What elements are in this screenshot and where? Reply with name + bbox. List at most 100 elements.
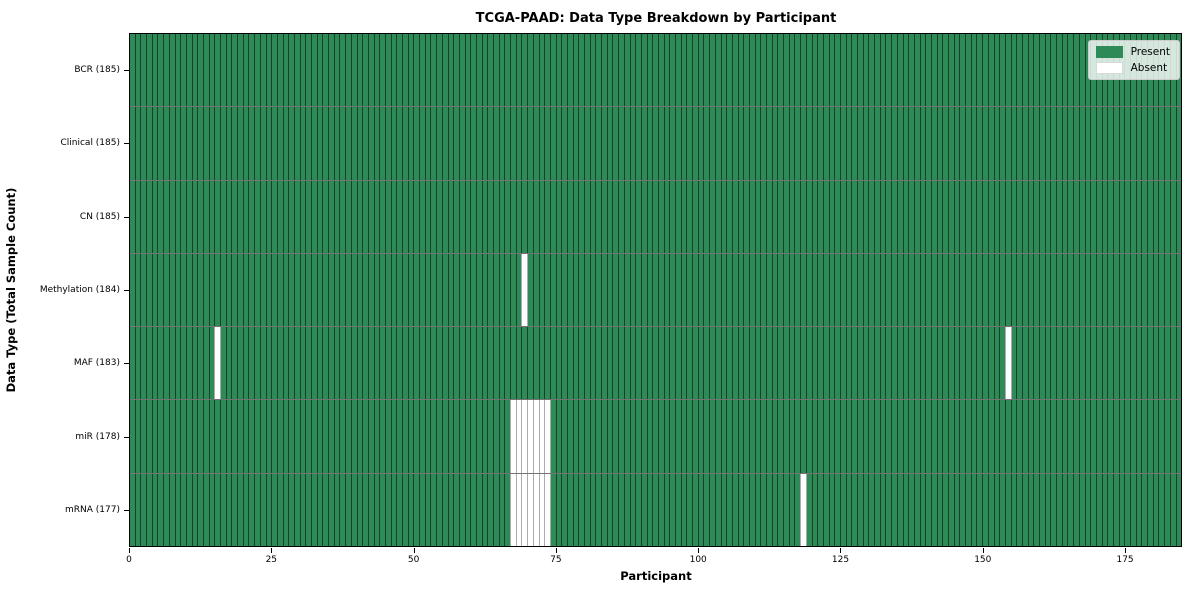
heatmap-cell xyxy=(1118,327,1125,400)
heatmap-cell xyxy=(794,473,801,546)
heatmap-cell xyxy=(788,473,795,546)
heatmap-cell xyxy=(1095,253,1102,327)
y-tick-mark xyxy=(124,290,129,291)
heatmap-cell xyxy=(1095,180,1102,253)
heatmap-cell xyxy=(163,107,169,180)
heatmap-cell xyxy=(1061,473,1068,546)
heatmap-cell xyxy=(350,253,357,327)
heatmap-cell xyxy=(487,473,493,546)
heatmap-cell xyxy=(510,107,516,180)
heatmap-cell xyxy=(1010,107,1017,180)
heatmap-cell xyxy=(345,400,351,473)
heatmap-cell xyxy=(521,400,528,473)
heatmap-cell xyxy=(276,34,283,107)
heatmap-cell xyxy=(1124,473,1130,546)
heatmap-cell xyxy=(930,180,937,253)
heatmap-cell xyxy=(902,180,909,253)
heatmap-cell xyxy=(339,107,346,180)
heatmap-cell xyxy=(635,327,641,400)
heatmap-cell xyxy=(657,34,664,107)
heatmap-cell xyxy=(225,400,232,473)
heatmap-cell xyxy=(555,34,562,107)
heatmap-cell xyxy=(521,473,528,546)
heatmap-cell xyxy=(930,107,937,180)
y-axis-tick-marks xyxy=(124,33,129,547)
heatmap-cell xyxy=(532,34,539,107)
heatmap-cell xyxy=(402,34,408,107)
heatmap-cell xyxy=(851,327,857,400)
heatmap-cell xyxy=(948,473,954,546)
heatmap-cell xyxy=(976,34,983,107)
heatmap-cell xyxy=(345,253,351,327)
heatmap-cell xyxy=(794,107,801,180)
heatmap-cell xyxy=(1010,253,1017,327)
heatmap-cell xyxy=(1135,107,1142,180)
heatmap-cell xyxy=(1147,473,1153,546)
heatmap-cell xyxy=(822,327,829,400)
heatmap-cell xyxy=(572,180,579,253)
heatmap-cell xyxy=(373,327,380,400)
heatmap-cell xyxy=(834,473,840,546)
heatmap-cell xyxy=(424,400,431,473)
heatmap-cell xyxy=(402,327,408,400)
heatmap-cell xyxy=(475,107,482,180)
heatmap-cell xyxy=(146,253,152,327)
heatmap-cell xyxy=(345,107,351,180)
heatmap-cell xyxy=(151,34,158,107)
heatmap-cell xyxy=(328,253,334,327)
heatmap-cell xyxy=(1175,180,1182,253)
heatmap-cell xyxy=(851,34,857,107)
heatmap-cell xyxy=(891,327,897,400)
heatmap-cell xyxy=(487,400,493,473)
heatmap-cell xyxy=(407,34,414,107)
y-tick-label: Clinical (185) xyxy=(60,138,120,149)
heatmap-cell xyxy=(896,253,903,327)
heatmap-cell xyxy=(202,473,209,546)
heatmap-cell xyxy=(811,34,818,107)
heatmap-cell xyxy=(174,400,181,473)
heatmap-cell xyxy=(521,253,528,327)
heatmap-cell xyxy=(157,400,164,473)
x-tick-mark xyxy=(1125,548,1127,553)
heatmap-cell xyxy=(1067,107,1074,180)
heatmap-cell xyxy=(146,180,152,253)
heatmap-cell xyxy=(396,327,402,400)
heatmap-cell xyxy=(248,107,255,180)
heatmap-cell xyxy=(913,327,920,400)
heatmap-cell xyxy=(214,253,220,327)
heatmap-cell xyxy=(1016,400,1022,473)
heatmap-cell xyxy=(350,327,357,400)
heatmap-row-MAF xyxy=(130,327,1182,401)
heatmap-cell xyxy=(214,400,220,473)
heatmap-cell xyxy=(185,253,192,327)
heatmap-cell xyxy=(822,107,829,180)
heatmap-cell xyxy=(640,180,647,253)
heatmap-cell xyxy=(868,400,875,473)
heatmap-cell xyxy=(242,253,249,327)
heatmap-cell xyxy=(800,400,806,473)
heatmap-cell xyxy=(999,327,1005,400)
heatmap-cell xyxy=(487,107,493,180)
heatmap-cell xyxy=(1027,180,1034,253)
heatmap-cell xyxy=(834,180,840,253)
heatmap-cell xyxy=(709,253,715,327)
heatmap-cell xyxy=(510,327,516,400)
heatmap-cell xyxy=(692,253,698,327)
heatmap-cell xyxy=(766,400,772,473)
heatmap-cell xyxy=(925,473,931,546)
heatmap-cell xyxy=(532,400,539,473)
heatmap-cell xyxy=(640,327,647,400)
heatmap-cell xyxy=(134,34,141,107)
heatmap-cell xyxy=(657,473,664,546)
heatmap-cell xyxy=(811,107,818,180)
heatmap-cell xyxy=(1152,180,1159,253)
heatmap-cell xyxy=(282,400,289,473)
heatmap-cell xyxy=(1056,473,1062,546)
heatmap-cell xyxy=(612,253,619,327)
heatmap-cell xyxy=(396,473,402,546)
heatmap-cell xyxy=(646,327,653,400)
heatmap-cell xyxy=(1095,327,1102,400)
heatmap-cell xyxy=(1027,327,1034,400)
heatmap-cell xyxy=(561,107,567,180)
